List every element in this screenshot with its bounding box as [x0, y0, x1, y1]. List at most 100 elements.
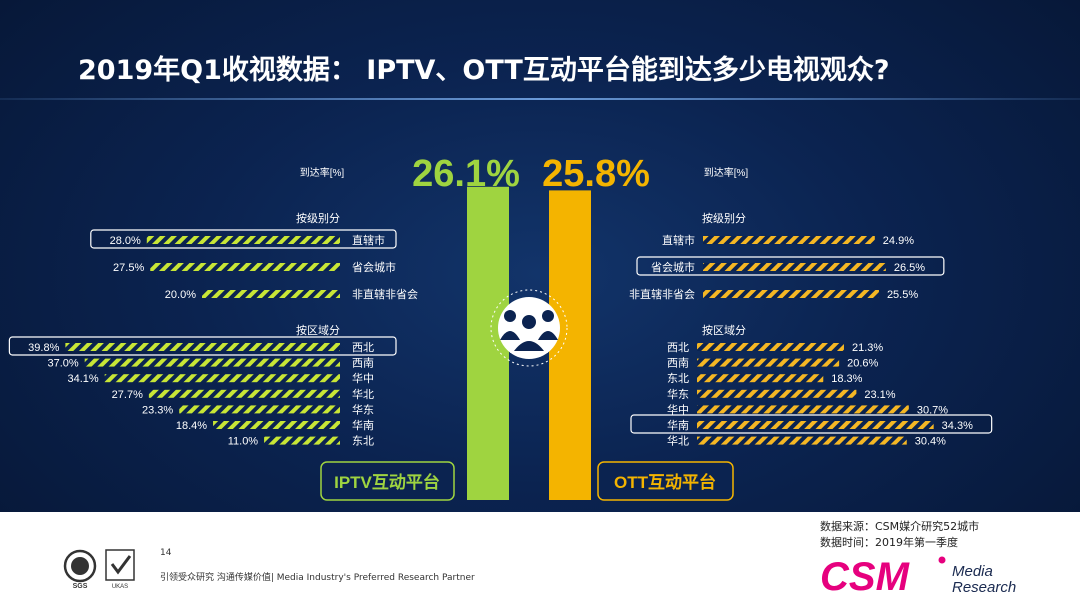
ott-region-bar	[697, 358, 840, 367]
iptv-region-bar	[104, 374, 341, 383]
ott-level-value-label: 26.5%	[894, 262, 925, 274]
iptv-region-bar	[148, 389, 340, 398]
sgs-label: SGS	[73, 583, 88, 590]
ott-region-category-label: 西南	[667, 357, 689, 370]
ott-level-value-label: 25.5%	[887, 289, 918, 301]
person-left-head	[504, 310, 516, 322]
iptv-region-bar	[264, 436, 340, 445]
ukas-label: UKAS	[112, 584, 128, 590]
iptv-region-value-label: 37.0%	[47, 358, 78, 370]
iptv-main-bar	[467, 186, 509, 501]
ott-region-value-label: 18.3%	[831, 373, 862, 385]
ott-region-category-label: 东北	[667, 372, 689, 385]
iptv-region-value-label: 18.4%	[176, 420, 207, 432]
ott-region-highlight-box	[630, 414, 993, 434]
footer-band	[0, 512, 1080, 608]
csm-logo: CSM Media Research	[820, 555, 1016, 598]
iptv-region-highlight-box	[8, 336, 397, 356]
iptv-region-value-label: 23.3%	[142, 404, 173, 416]
iptv-level-value-label: 20.0%	[165, 289, 196, 301]
iptv-region-category-label: 西南	[352, 357, 374, 370]
ott-region-value-label: 23.1%	[864, 389, 895, 401]
csm-logo-media: Media	[952, 563, 993, 580]
iptv-level-value-label: 27.5%	[113, 262, 144, 274]
ott-region-category-label: 华北	[667, 434, 689, 448]
certification-logos: SGS UKAS	[63, 549, 135, 590]
page-title: 2019年Q1收视数据： IPTV、OTT互动平台能到达多少电视观众?	[78, 55, 890, 86]
audience-ring	[490, 289, 568, 367]
ott-region-value-label: 20.6%	[847, 358, 878, 370]
iptv-level-bar	[146, 236, 340, 244]
iptv-level-category-label: 省会城市	[352, 260, 396, 274]
ott-level-group-label: 按级别分	[702, 211, 746, 225]
iptv-region-category-label: 东北	[352, 435, 374, 448]
iptv-region-category-label: 华南	[352, 418, 374, 432]
ott-region-value-label: 30.7%	[917, 404, 948, 416]
iptv-level-category-label: 直辖市	[352, 233, 385, 247]
ott-level-bar	[703, 263, 886, 271]
ott-region-category-label: 华中	[667, 402, 689, 416]
csm-logo-text: CSM	[820, 555, 911, 598]
ott-level-category-label: 省会城市	[651, 260, 695, 274]
data-source: 数据来源：CSM媒介研究52城市	[820, 520, 980, 533]
iptv-region-bar	[84, 358, 340, 367]
ott-region-value-label: 34.3%	[942, 420, 973, 432]
sgs-seal-icon	[63, 549, 97, 583]
iptv-region-category-label: 华北	[352, 387, 374, 401]
title-divider	[0, 98, 1080, 100]
ott-level-category-label: 直辖市	[662, 233, 695, 247]
iptv-region-category-label: 华中	[352, 371, 374, 385]
iptv-platform-label: IPTV互动平台	[334, 472, 440, 492]
iptv-headline-value: 26.1%	[412, 153, 520, 195]
iptv-rate-label: 到达率[%]	[300, 166, 345, 179]
iptv-region-category-label: 华东	[352, 402, 374, 416]
iptv-region-bar	[179, 405, 340, 414]
ott-region-category-label: 西北	[667, 341, 689, 354]
person-center-body	[510, 339, 548, 353]
ott-region-bar	[697, 389, 857, 398]
ott-region-group-label: 按区域分	[702, 323, 746, 337]
ott-platform-label: OTT互动平台	[614, 472, 716, 492]
iptv-region-bar	[65, 343, 340, 351]
ott-region-bar	[697, 405, 909, 414]
ott-level-bar	[703, 290, 879, 298]
ott-region-bar	[697, 436, 907, 445]
data-time: 数据时间：2019年第一季度	[820, 536, 958, 549]
iptv-level-highlight-box	[90, 229, 397, 249]
person-center-head	[520, 313, 538, 331]
person-right-head	[542, 310, 554, 322]
iptv-platform-box	[320, 461, 455, 501]
page-number: 14	[160, 548, 172, 558]
iptv-level-bar	[202, 290, 340, 298]
ott-rate-label: 到达率[%]	[704, 166, 749, 179]
iptv-region-bar	[213, 421, 340, 429]
iptv-region-value-label: 34.1%	[68, 373, 99, 385]
reach-chart: 26.1% 25.8% 到达率[%] 到达率[%] IPTV互动平台 OTT互动平台 按级别…	[8, 153, 993, 501]
iptv-region-category-label: 西北	[352, 341, 374, 354]
person-left-body	[500, 331, 520, 340]
ott-region-bar	[697, 421, 934, 429]
ott-level-value-label: 24.9%	[883, 235, 914, 247]
footer-tagline: 引领受众研究 沟通传媒价值| Media Industry's Preferre…	[160, 573, 475, 583]
ott-region-bar	[697, 374, 824, 383]
ott-region-category-label: 华东	[667, 387, 689, 401]
ott-level-highlight-box	[636, 256, 945, 276]
iptv-region-value-label: 27.7%	[112, 389, 143, 401]
ott-region-value-label: 21.3%	[852, 342, 883, 354]
ott-region-bar	[697, 343, 844, 351]
ott-level-bar	[703, 236, 875, 244]
ott-region-value-label: 30.4%	[915, 436, 946, 448]
iptv-region-value-label: 11.0%	[228, 436, 259, 448]
iptv-region-group-label: 按区域分	[296, 323, 340, 337]
ott-region-category-label: 华南	[667, 418, 689, 432]
ott-main-bar	[549, 190, 591, 500]
ott-headline-value: 25.8%	[542, 153, 650, 195]
person-right-body	[538, 331, 558, 340]
iptv-level-value-label: 28.0%	[110, 235, 141, 247]
iptv-region-value-label: 39.8%	[28, 342, 59, 354]
iptv-level-group-label: 按级别分	[296, 211, 340, 225]
ukas-crown-icon	[105, 549, 135, 581]
ott-platform-box	[597, 461, 734, 501]
ott-level-category-label: 非直辖非省会	[629, 287, 695, 301]
csm-logo-research: Research	[952, 579, 1016, 596]
